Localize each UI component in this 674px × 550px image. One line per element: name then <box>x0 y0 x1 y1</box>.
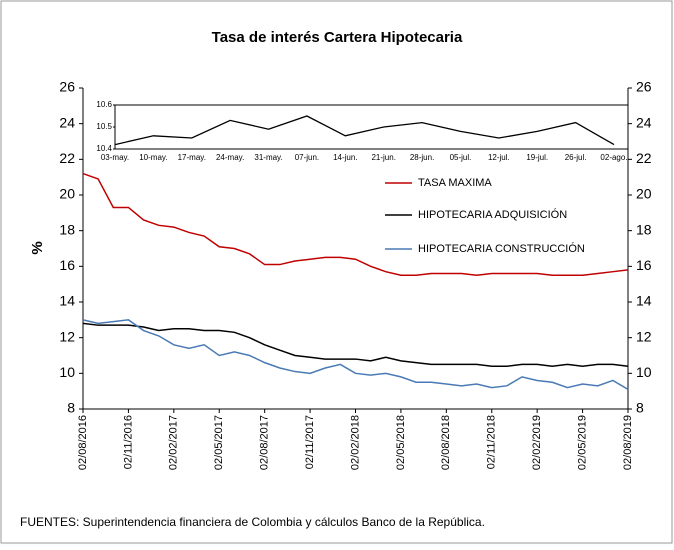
series-line <box>82 172 629 277</box>
legend-label: HIPOTECARIA CONSTRUCCIÓN <box>418 242 585 255</box>
chart-title: Tasa de interés Cartera Hipotecaria <box>212 29 463 46</box>
x-tick-label: 02/08/2016 <box>77 415 89 470</box>
y-tick-label: 8 <box>67 400 75 416</box>
inset-x-tick-label: 26-jul. <box>565 153 587 162</box>
y2-tick-label: 12 <box>636 328 652 344</box>
y-tick-label: 18 <box>59 221 75 237</box>
legend-label: TASA MAXIMA <box>418 177 492 189</box>
y-tick-label: 24 <box>59 114 75 130</box>
inset-y-tick-label: 10.4 <box>96 144 112 153</box>
x-tick-label: 02/05/2017 <box>213 415 225 470</box>
y-tick-label: 14 <box>59 293 75 309</box>
y2-tick-label: 16 <box>636 257 652 273</box>
inset-x-tick-label: 03-may. <box>101 153 129 162</box>
inset-x-tick-label: 12-jul. <box>488 153 510 162</box>
inset-y-tick-label: 10.6 <box>96 100 112 109</box>
inset-x-tick-label: 28-jun. <box>410 153 434 162</box>
x-tick-label: 02/08/2017 <box>259 415 271 470</box>
legend-label: HIPOTECARIA ADQUISICIÓN <box>418 208 567 221</box>
y2-tick-label: 14 <box>636 293 652 309</box>
y2-tick-label: 10 <box>636 364 652 380</box>
x-tick-label: 02/11/2018 <box>486 415 498 469</box>
y2-tick-label: 24 <box>636 114 652 130</box>
inset-x-tick-label: 14-jun. <box>333 153 357 162</box>
x-tick-label: 02/08/2019 <box>622 415 634 470</box>
y2-tick-label: 18 <box>636 221 652 237</box>
inset-x-tick-label: 05-jul. <box>450 153 472 162</box>
y2-tick-label: 8 <box>636 400 644 416</box>
inset-x-tick-label: 02-ago. <box>600 153 627 162</box>
inset-x-tick-label: 19-jul. <box>526 153 548 162</box>
x-tick-label: 02/05/2019 <box>576 415 588 470</box>
y2-tick-label: 26 <box>636 79 652 95</box>
inset-y-tick-label: 10.5 <box>96 122 112 131</box>
y-tick-label: 10 <box>59 364 75 380</box>
x-tick-label: 02/02/2018 <box>349 415 361 470</box>
inset-x-tick-label: 07-jun. <box>295 153 319 162</box>
y2-tick-label: 22 <box>636 150 652 166</box>
y-tick-label: 26 <box>59 79 75 95</box>
y-tick-label: 12 <box>59 328 75 344</box>
y-axis-label: % <box>29 241 46 254</box>
x-tick-label: 02/02/2017 <box>168 415 180 470</box>
x-tick-label: 02/05/2018 <box>395 415 407 470</box>
y-tick-label: 16 <box>59 257 75 273</box>
inset-x-tick-label: 17-may. <box>178 153 206 162</box>
series-line <box>82 322 629 367</box>
y2-tick-label: 20 <box>636 186 652 202</box>
x-tick-label: 02/08/2018 <box>440 415 452 470</box>
inset-x-tick-label: 31-may. <box>254 153 282 162</box>
x-tick-label: 02/02/2019 <box>531 415 543 470</box>
source-note: FUENTES: Superintendencia financiera de … <box>20 515 485 529</box>
series-line <box>114 115 615 146</box>
series-line <box>82 319 629 391</box>
y-tick-label: 20 <box>59 186 75 202</box>
y-tick-label: 22 <box>59 150 75 166</box>
x-tick-label: 02/11/2016 <box>122 415 134 469</box>
inset-x-tick-label: 21-jun. <box>371 153 395 162</box>
x-tick-label: 02/11/2017 <box>304 415 316 469</box>
inset-x-tick-label: 24-may. <box>216 153 244 162</box>
inset-x-tick-label: 10-may. <box>139 153 167 162</box>
